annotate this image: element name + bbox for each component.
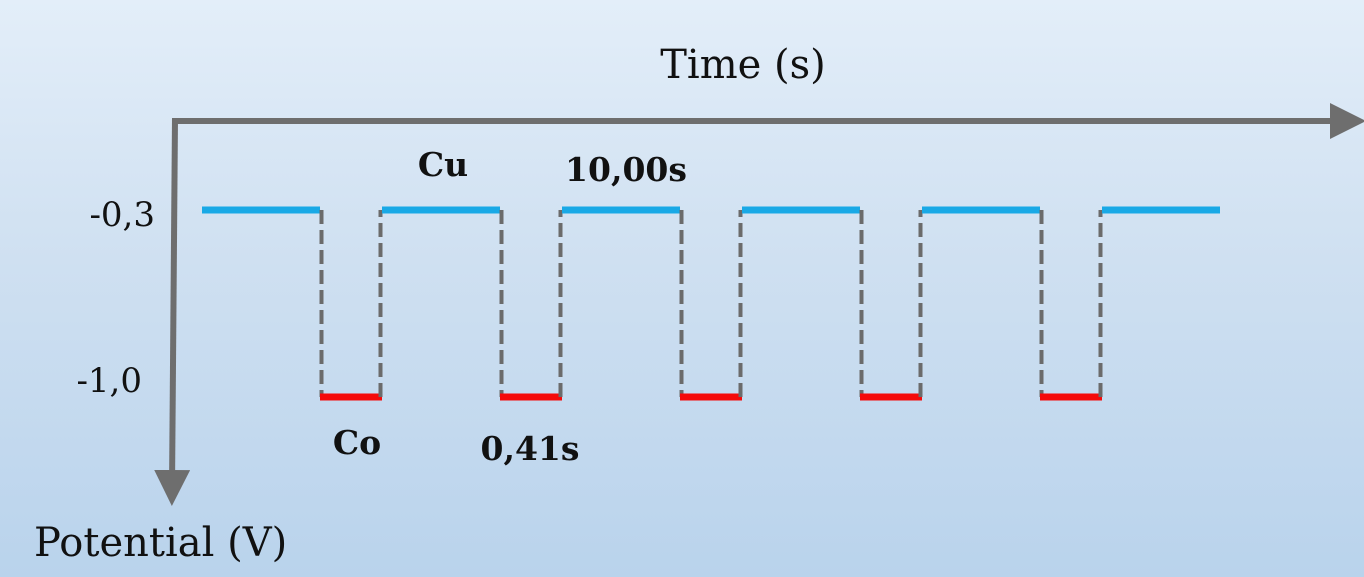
co-label: Co <box>333 423 381 462</box>
y-tick-label-low: -1,0 <box>76 361 142 401</box>
potential-axis-label: Potential (V) <box>34 520 287 566</box>
y-tick-label-high: -0,3 <box>89 195 155 235</box>
potential-axis <box>154 117 191 506</box>
time-axis-label: Time (s) <box>660 42 826 88</box>
cu-label: Cu <box>418 145 468 184</box>
co-duration-label: 0,41s <box>481 429 580 468</box>
pulse-waveform <box>202 206 1220 401</box>
cu-duration-label: 10,00s <box>565 150 687 189</box>
